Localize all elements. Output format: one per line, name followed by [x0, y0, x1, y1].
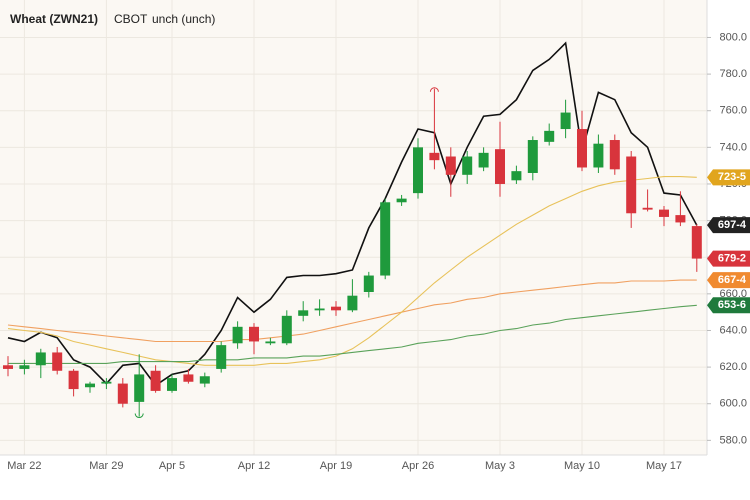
candle-body — [560, 112, 571, 130]
line-series — [7, 176, 697, 366]
y-tick-label: 760.0 — [719, 105, 747, 117]
candle-body — [216, 345, 227, 369]
candle-body — [396, 198, 407, 203]
candle-body — [68, 370, 79, 390]
candle-body — [609, 140, 620, 170]
candle-body — [511, 171, 522, 181]
candle-body — [331, 306, 341, 311]
candle-body — [101, 381, 112, 384]
last-value-badge — [707, 297, 750, 314]
x-tick-label: Mar 29 — [89, 460, 123, 472]
candle-body — [117, 383, 128, 404]
x-tick-label: Apr 26 — [402, 460, 434, 472]
last-value-label: 723-5 — [718, 171, 746, 183]
candle-body — [380, 202, 391, 276]
candle-body — [413, 147, 423, 194]
line-series — [7, 279, 697, 343]
candle-body — [626, 156, 637, 214]
candle-body — [478, 152, 489, 168]
x-tick-label: May 3 — [485, 460, 515, 472]
high-marker — [429, 87, 439, 92]
candle-body — [363, 275, 374, 293]
x-tick-label: May 10 — [564, 460, 600, 472]
candle-body — [183, 374, 194, 382]
y-tick-label: 660.0 — [719, 288, 747, 300]
candle-body — [281, 315, 292, 344]
last-value-label: 667-4 — [718, 274, 747, 286]
y-tick-label: 800.0 — [719, 31, 747, 43]
candle-body — [167, 378, 177, 391]
y-tick-label: 640.0 — [719, 324, 747, 336]
candle-body — [199, 376, 210, 384]
x-tick-label: Mar 22 — [7, 460, 41, 472]
candle-body — [3, 365, 13, 369]
axis-background — [707, 0, 750, 500]
candle-body — [577, 129, 587, 168]
x-tick-label: Apr 5 — [159, 460, 185, 472]
candle-body — [265, 341, 276, 344]
exchange: CBOT — [114, 12, 148, 26]
x-tick-label: May 17 — [646, 460, 682, 472]
change: unch (unch) — [152, 12, 215, 26]
candle-body — [52, 352, 63, 371]
candle-body — [249, 326, 259, 342]
candle-body — [85, 383, 95, 388]
candle-body — [495, 149, 505, 184]
instrument-title: Wheat (ZWN21) — [10, 12, 98, 26]
y-tick-label: 740.0 — [719, 141, 747, 153]
candle-body — [593, 143, 604, 168]
plot-background — [0, 0, 707, 455]
candle-body — [314, 308, 325, 311]
last-value-badge — [707, 169, 750, 186]
candle-body — [544, 130, 555, 142]
candle-body — [659, 209, 669, 217]
x-tick-label: Apr 19 — [320, 460, 352, 472]
candle-body — [347, 295, 358, 311]
y-tick-label: 580.0 — [719, 434, 747, 446]
y-tick-label: 620.0 — [719, 361, 747, 373]
candle-body — [445, 156, 456, 175]
candle-body — [642, 207, 653, 210]
candle-body — [527, 140, 538, 173]
low-marker — [134, 413, 144, 419]
last-value-label: 697-4 — [718, 219, 747, 231]
grid — [0, 0, 707, 455]
candle-body — [35, 352, 46, 366]
candle-body — [429, 152, 440, 161]
y-tick-label: 600.0 — [719, 398, 747, 410]
candle-body — [462, 156, 473, 175]
x-tick-label: Apr 12 — [238, 460, 270, 472]
candle-body — [691, 226, 702, 259]
line-series — [8, 304, 697, 364]
y-tick-label: 780.0 — [719, 68, 747, 80]
last-value-label: 653-6 — [718, 299, 746, 311]
candle-body — [150, 370, 161, 391]
candle-body — [675, 215, 686, 223]
candle-body — [19, 365, 30, 369]
last-value-badge — [707, 250, 750, 267]
last-value-badge — [707, 272, 750, 289]
candle-body — [232, 326, 243, 344]
candle-body — [298, 310, 309, 316]
candle-body — [134, 374, 145, 402]
last-value-label: 679-2 — [718, 253, 746, 265]
last-value-badge — [707, 217, 750, 234]
